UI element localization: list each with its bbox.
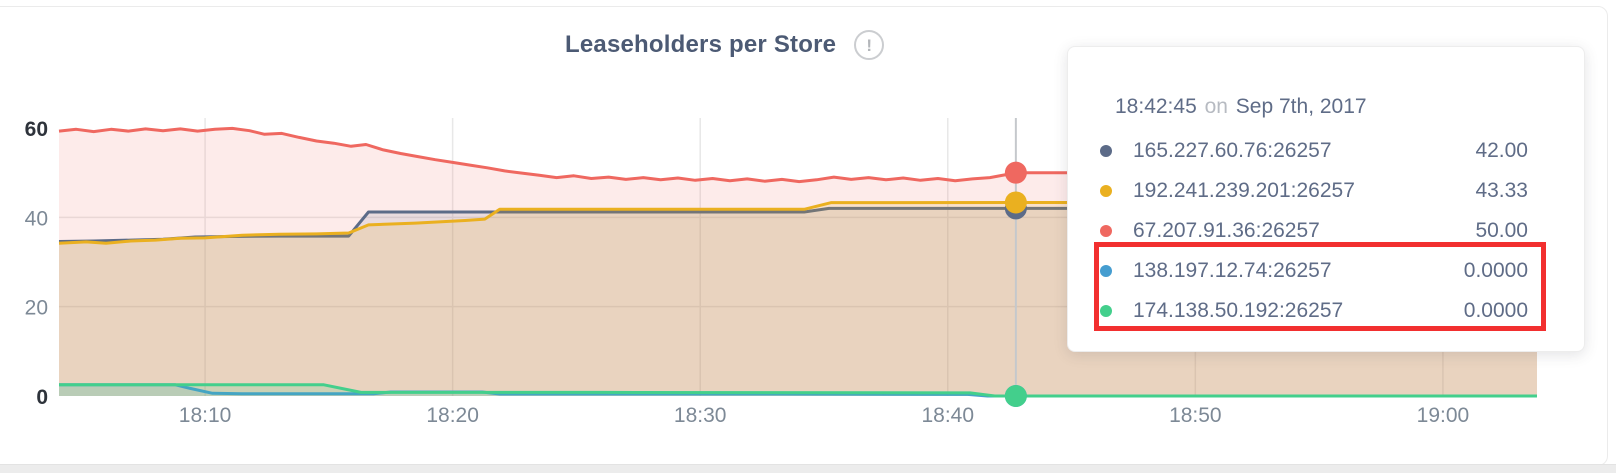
y-axis-tick-label: 40: [25, 207, 48, 230]
tooltip-date: Sep 7th, 2017: [1235, 95, 1367, 118]
series-line: [58, 126, 1537, 184]
series-color-dot: [1100, 265, 1112, 277]
highlight-annotation-box: [1094, 242, 1546, 331]
series-color-dot: [1100, 305, 1112, 317]
x-axis-tick-label: 18:20: [426, 404, 479, 427]
hover-value-dot: [1004, 161, 1027, 184]
x-axis-tick-label: 19:00: [1417, 404, 1470, 427]
series-line: [58, 201, 1537, 245]
tooltip-time: 18:42:45: [1115, 95, 1197, 118]
series-label: 165.227.60.76:26257: [1133, 139, 1332, 162]
x-axis-tick-label: 18:30: [674, 404, 727, 427]
series-value: 0.0000: [1463, 259, 1528, 282]
info-icon[interactable]: !: [854, 30, 885, 60]
hover-tooltip: 18:42:45 on Sep 7th, 2017 165.227.60.76:…: [1067, 46, 1585, 352]
hover-value-dot: [1004, 191, 1027, 214]
card-bottom-divider: [0, 464, 1616, 473]
tooltip-row: 138.197.12.74:26257 0.0000: [1100, 251, 1528, 291]
series-value: 42.00: [1475, 139, 1528, 162]
y-axis-tick-label: 0: [36, 386, 48, 409]
y-axis-tick-label: 60: [25, 118, 48, 141]
x-axis-tick-label: 18:50: [1169, 404, 1222, 427]
series-value: 43.33: [1475, 179, 1528, 202]
series-value: 50.00: [1475, 219, 1528, 242]
tooltip-row: 192.241.239.201:26257 43.33: [1100, 171, 1528, 211]
x-axis-tick-label: 18:40: [921, 404, 974, 427]
tooltip-header: 18:42:45 on Sep 7th, 2017: [1100, 95, 1528, 119]
series-color-dot: [1100, 225, 1112, 237]
tooltip-row: 67.207.91.36:26257 50.00: [1100, 211, 1528, 251]
series-line: [59, 383, 1537, 398]
tooltip-row: 174.138.50.192:26257 0.0000: [1100, 291, 1528, 331]
hover-value-dot: [1004, 385, 1027, 407]
series-color-dot: [1100, 185, 1112, 197]
series-color-dot: [1100, 145, 1112, 157]
y-axis-tick-label: 20: [25, 297, 48, 320]
series-label: 174.138.50.192:26257: [1133, 299, 1344, 322]
x-axis-tick-label: 18:10: [179, 404, 232, 427]
series-label: 67.207.91.36:26257: [1133, 219, 1320, 242]
chart-title: Leaseholders per Store: [565, 31, 837, 58]
tooltip-row: 165.227.60.76:26257 42.00: [1100, 131, 1528, 171]
series-value: 0.0000: [1463, 299, 1528, 322]
tooltip-legend: 165.227.60.76:26257 42.00 192.241.239.201:…: [1100, 131, 1528, 331]
tooltip-connector: on: [1204, 95, 1228, 118]
series-label: 192.241.239.201:26257: [1133, 179, 1355, 202]
chart-header: Leaseholders per Store !: [565, 30, 885, 60]
series-label: 138.197.12.74:26257: [1133, 259, 1332, 282]
